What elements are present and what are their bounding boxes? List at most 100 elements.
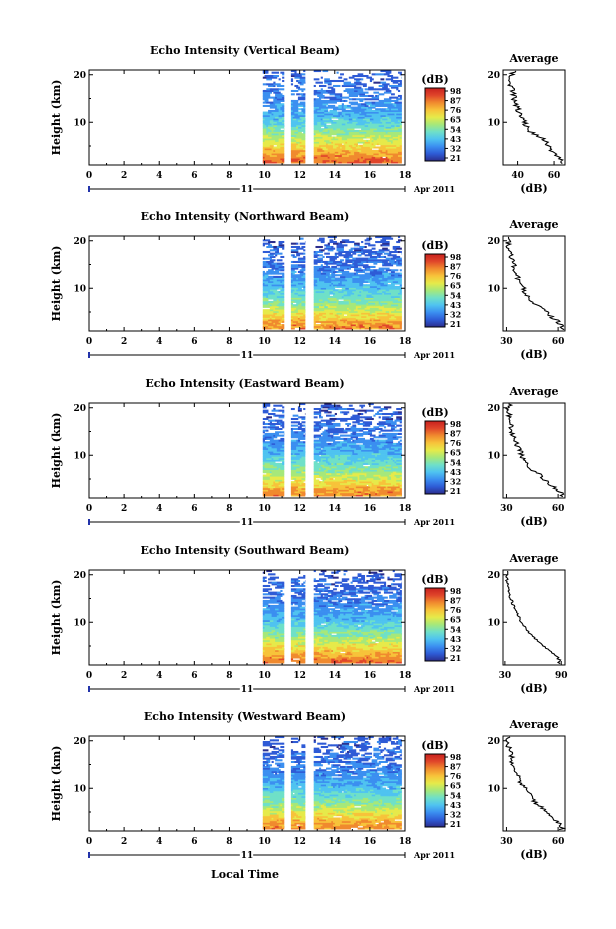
heatmap-cell [343,255,350,259]
heatmap-cell [292,104,297,107]
heatmap-cell [313,151,322,154]
heatmap-cell [357,88,364,91]
heatmap-cell [275,136,281,139]
heatmap-cell [364,651,369,654]
heatmap-cell [399,124,402,127]
heatmap-cell [390,446,399,449]
heatmap-cell [347,461,353,464]
heatmap-cell [266,631,274,634]
heatmap-cell [336,462,344,465]
heatmap-cell [303,314,306,317]
heatmap-cell [290,611,294,614]
heatmap-cell [320,426,323,429]
heatmap-cell [301,641,306,644]
heatmap-cell [399,427,402,430]
heatmap-cell [329,101,337,104]
heatmap-cell [290,141,297,144]
heatmap-cell [378,153,383,156]
heatmap-cell [320,467,327,470]
heatmap-cell [382,118,385,121]
heatmap-cell [383,310,387,313]
heatmap-cell [280,452,285,455]
heatmap-cell [355,262,358,265]
heatmap-cell [376,287,381,290]
heatmap-cell [268,412,276,416]
heatmap-cell [296,588,304,591]
heatmap-cell [264,426,267,429]
heatmap-cell [350,103,355,106]
heatmap-cell [369,656,373,659]
heatmap-cell [397,442,401,445]
heatmap-cell [294,290,299,293]
heatmap-cell [375,274,380,277]
heatmap-cell [357,491,362,494]
heatmap-cell [357,457,362,460]
heatmap-cell [348,133,355,136]
heatmap-cell [341,312,344,315]
heatmap-cell [271,315,274,318]
heatmap-cell [394,462,397,465]
heatmap-cell [329,111,336,114]
heatmap-cell [318,426,322,429]
heatmap-cell [290,149,299,152]
heatmap-cell [275,290,279,293]
heatmap-cell [347,290,353,293]
average-frame [502,402,566,499]
colorbar-tick-label: 76 [450,438,462,448]
heatmap-cell [338,161,343,164]
heatmap-cell [394,461,397,464]
heatmap-cell [299,305,306,308]
heatmap-cell [341,467,346,470]
heatmap-cell [359,151,367,154]
heatmap-cell [340,644,348,647]
heatmap-cell [275,638,279,641]
heatmap-cell [313,469,318,472]
heatmap-cell [290,133,295,136]
heatmap-cell [275,269,281,272]
heatmap-cell [357,280,364,283]
heatmap-cell [313,482,322,485]
heatmap-cell [389,494,397,497]
heatmap-cell [373,262,378,265]
heatmap-cell [297,143,306,146]
heatmap-cell [383,274,392,277]
heatmap-cell [322,322,330,325]
heatmap-cell [317,641,323,644]
heatmap-cell [350,416,358,419]
heatmap-cell [357,121,366,124]
heatmap-cell [313,656,320,659]
heatmap-cell [290,638,295,641]
heatmap-cell [389,250,394,254]
heatmap-cell [361,114,366,117]
heatmap-cell [399,653,402,656]
heatmap-cell [294,71,297,74]
heatmap-cell [262,277,265,280]
heatmap-cell [385,417,394,421]
heatmap-cell [269,593,272,596]
heatmap-cell [362,424,367,427]
heatmap-cell [262,310,269,313]
heatmap-cell [357,322,362,325]
heatmap-cell [362,489,371,492]
heatmap-cell [262,141,265,144]
heatmap-cell [329,439,336,442]
heatmap-cell [352,322,358,325]
heatmap-cell [331,661,337,664]
heatmap-cell [271,581,278,584]
heatmap-cell [392,300,395,303]
heatmap-cell [326,659,332,662]
heatmap-cell [329,143,336,146]
heatmap-cell [347,442,351,445]
heatmap-cell [385,269,392,272]
heatmap-cell [387,447,390,450]
heatmap-cell [343,487,350,490]
heatmap-cell [322,287,327,290]
heatmap-cell [326,644,334,647]
heatmap-cell [262,404,271,407]
heatmap-cell [280,471,285,474]
heatmap-cell [290,629,294,632]
heatmap-cell [396,416,402,419]
heatmap-cell [396,98,402,101]
heatmap-cell [301,124,306,127]
heatmap-cell [268,651,276,654]
